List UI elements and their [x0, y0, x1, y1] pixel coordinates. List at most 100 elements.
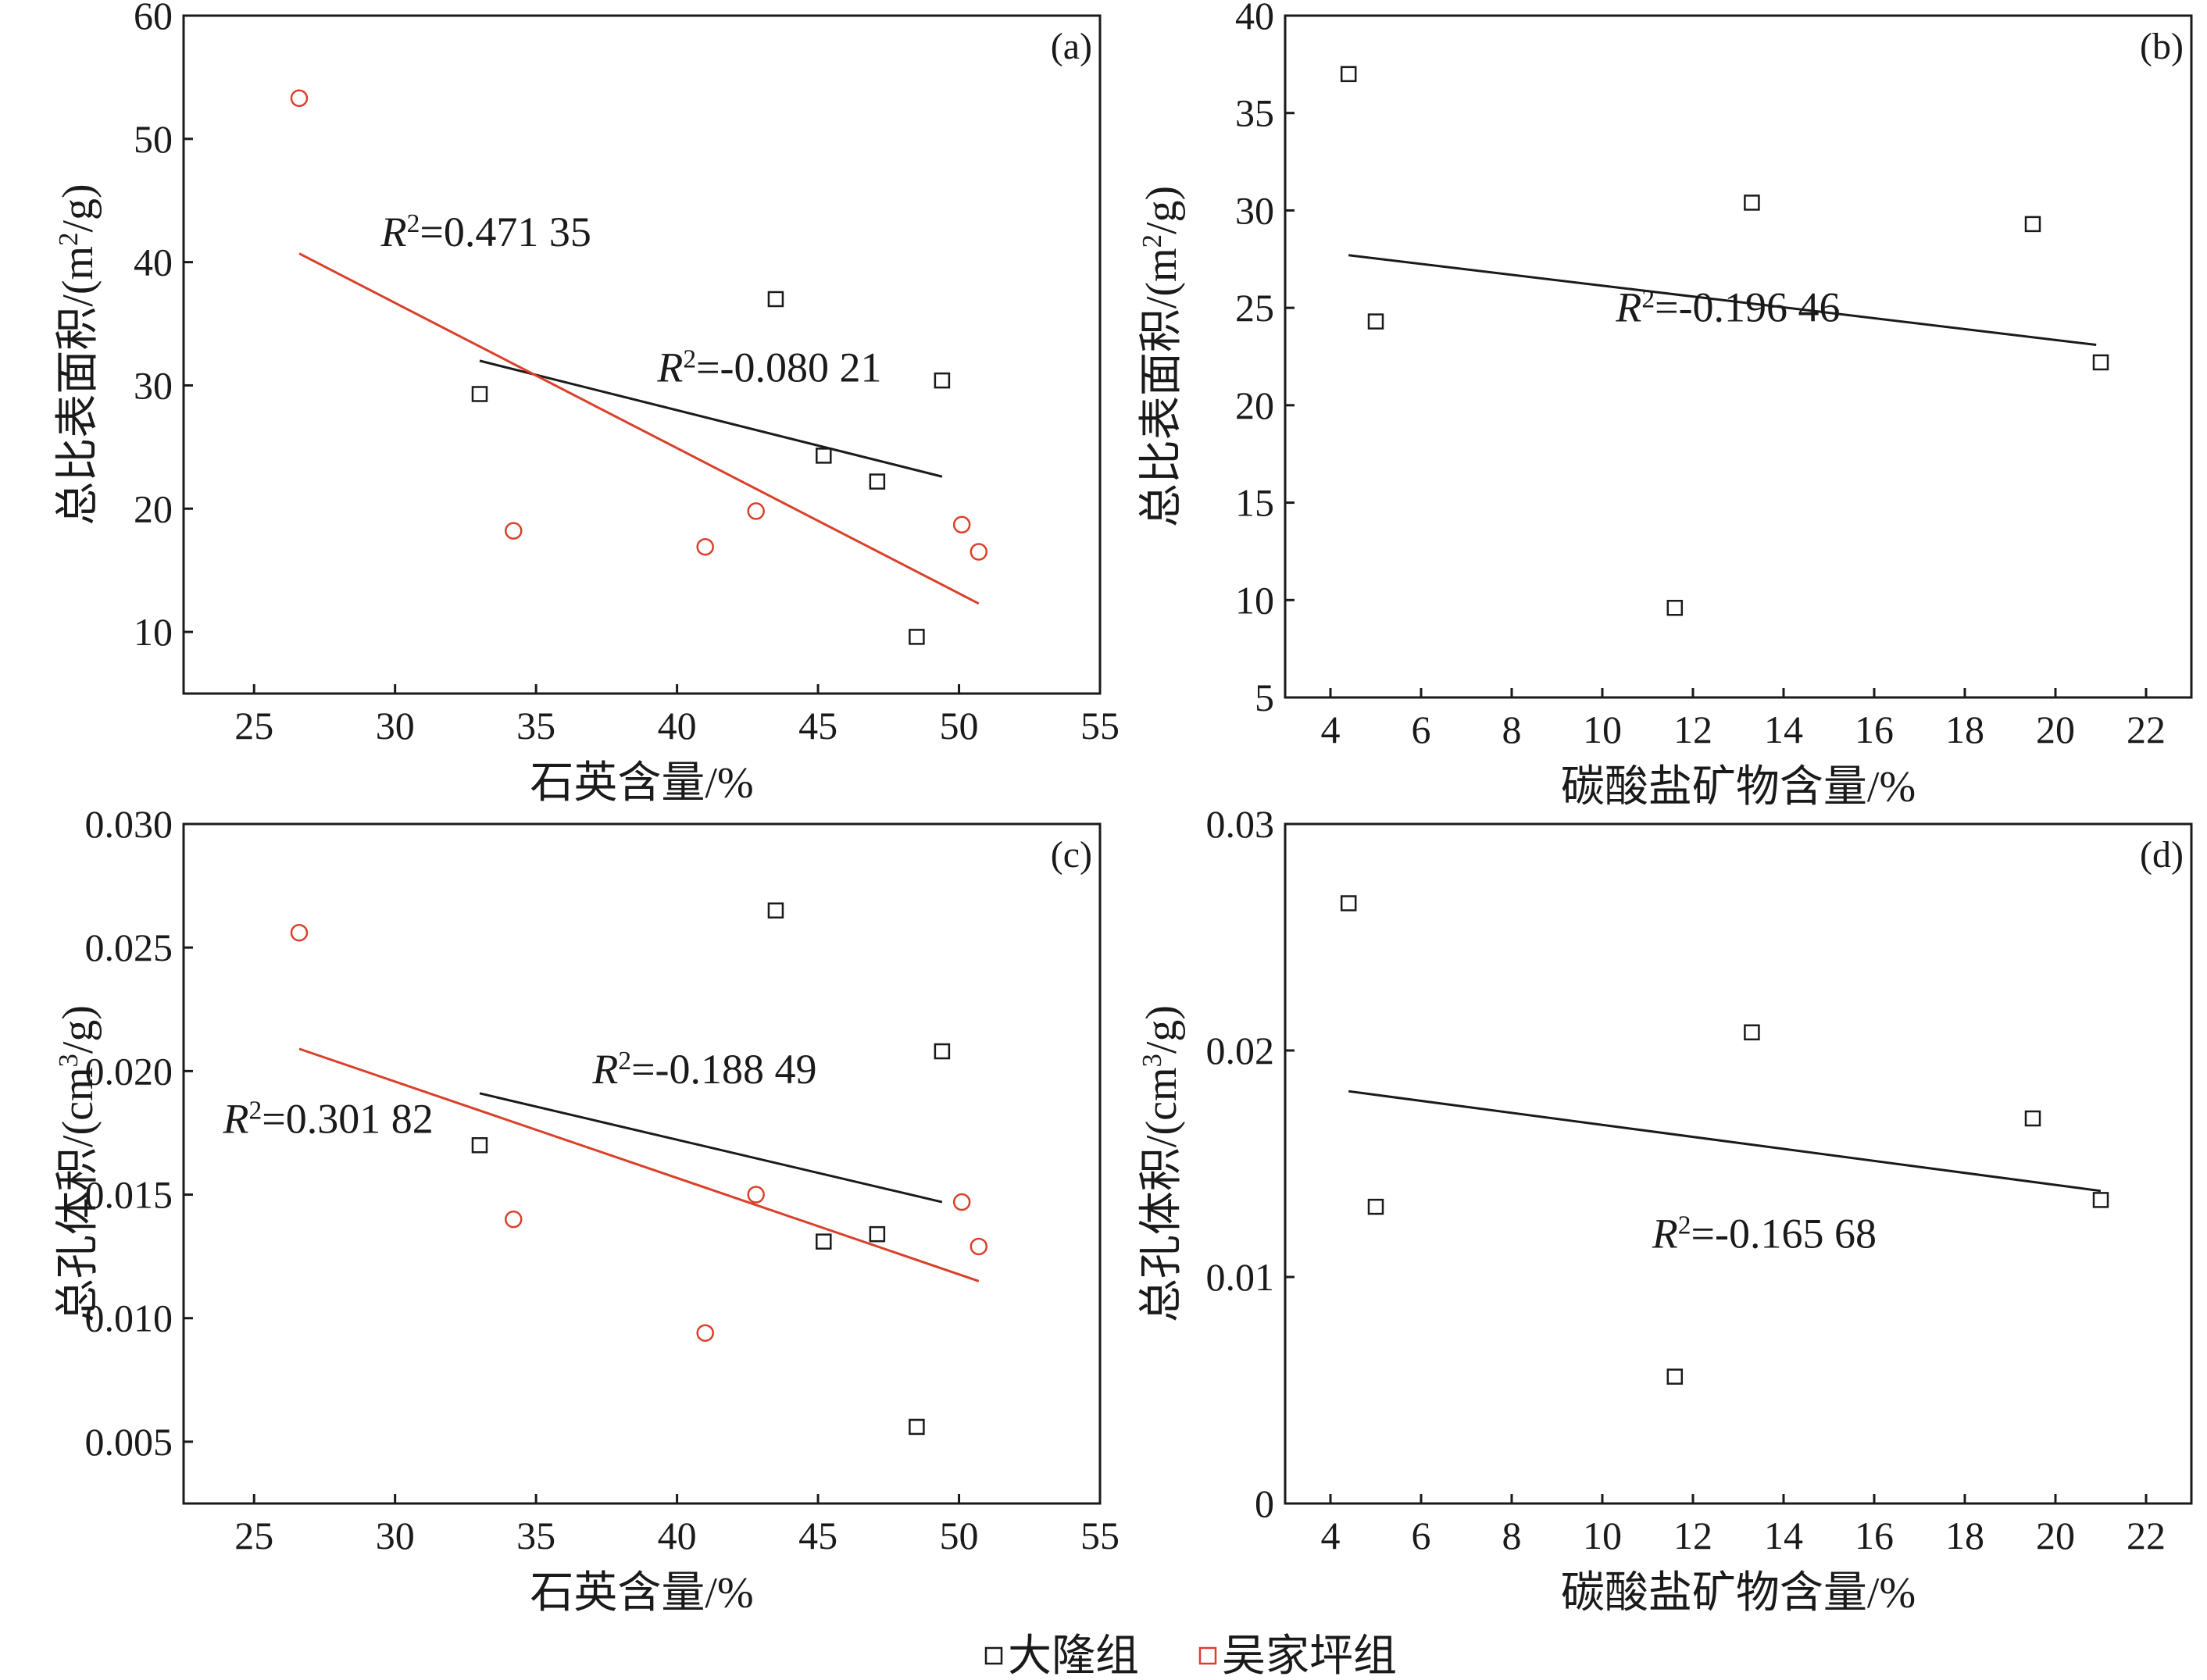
y-tick-label: 0.020 [85, 1049, 173, 1093]
data-point-circle [505, 1210, 523, 1229]
label-part: /g) [1137, 1005, 1186, 1054]
data-point-circle [952, 1193, 971, 1211]
x-tick-label: 55 [1080, 1514, 1120, 1557]
r2-label: R2=0.471 35 [380, 209, 591, 255]
label-part: =-0.165 68 [1691, 1210, 1877, 1257]
data-point-square [869, 1225, 886, 1243]
data-point-circle [952, 515, 971, 534]
x-tick-label: 16 [1855, 708, 1894, 751]
data-point-square [1367, 1198, 1384, 1215]
x-axis-title: 石英含量/% [530, 759, 753, 808]
legend-square-icon [984, 1646, 1003, 1665]
data-point-square [2092, 354, 2109, 371]
y-tick-label: 0.03 [1206, 802, 1275, 846]
x-tick-label: 40 [658, 1514, 697, 1557]
r-symbol: R [1652, 1210, 1678, 1257]
x-tick-label: 6 [1412, 1514, 1431, 1557]
y-tick-label: 5 [1255, 676, 1274, 719]
x-axis-title: 碳酸盐矿物含量/% [1561, 1569, 1916, 1618]
y-tick-label: 30 [134, 363, 173, 407]
label-part: 总孔体积/(cm [1137, 1067, 1186, 1322]
x-tick-label: 55 [1080, 704, 1120, 747]
plot-frame [1284, 822, 2193, 1505]
x-axis-title: 石英含量/% [530, 1569, 753, 1618]
superscript: 2 [407, 209, 420, 238]
data-point-square [934, 372, 951, 389]
y-tick-label: 0.010 [85, 1297, 173, 1340]
y-tick-label: 20 [1235, 383, 1274, 427]
y-tick-label: 0.01 [1206, 1255, 1275, 1299]
x-tick-label: 18 [1945, 708, 1984, 751]
data-point-square [1666, 600, 1684, 616]
r2-label: R2=-0.080 21 [656, 344, 881, 391]
x-tick-label: 50 [940, 704, 979, 747]
y-tick-label: 25 [1235, 286, 1274, 330]
y-tick-label: 40 [134, 241, 173, 284]
data-point-square [471, 386, 488, 402]
x-tick-label: 30 [376, 1514, 415, 1557]
x-tick-label: 12 [1673, 1514, 1712, 1557]
x-tick-label: 4 [1321, 1514, 1341, 1557]
x-tick-label: 40 [658, 704, 697, 747]
y-tick-label: 50 [134, 117, 173, 161]
legend-item-dalong: 大隆组 [984, 1632, 1139, 1680]
data-point-circle [696, 1324, 714, 1342]
r2-label: R2=-0.165 68 [1652, 1210, 1877, 1257]
data-point-square [816, 448, 832, 464]
fit-line [1348, 254, 2097, 347]
data-point-circle [696, 537, 714, 556]
fit-line [298, 252, 980, 605]
label-part: /g) [54, 1005, 102, 1054]
x-tick-label: 8 [1502, 708, 1522, 751]
r-symbol: R [223, 1095, 249, 1142]
legend-item-wujiaping: 吴家坪组 [1198, 1632, 1397, 1680]
data-point-square [1367, 313, 1384, 330]
series-dalong: R2=-0.080 21 [471, 291, 951, 645]
data-point-square [2024, 1110, 2041, 1127]
x-tick-label: 45 [798, 704, 837, 747]
data-point-square [471, 1137, 488, 1154]
panel-d: 4 6 8 10 12 14 16 18 20 22 0 0.01 0.02 0.03 (d) 碳酸盐矿物含量… [1137, 802, 2193, 1618]
r2-label: R2=0.301 82 [223, 1095, 434, 1142]
x-tick-label: 30 [376, 704, 415, 747]
y-tick-label: 20 [134, 487, 173, 530]
y-tick-label: 40 [1235, 0, 1274, 37]
data-point-circle [970, 543, 988, 561]
legend-label: 大隆组 [1008, 1632, 1139, 1680]
fit-line [479, 1092, 943, 1204]
y-tick-label: 15 [1235, 481, 1274, 525]
superscript: 2 [1137, 234, 1167, 248]
series-dalong: R2=-0.188 49 [471, 902, 951, 1436]
data-point-square [1744, 194, 1760, 211]
y-axis-title: 总比表面积/(m2/g) [1137, 186, 1187, 527]
r-symbol: R [591, 1046, 618, 1093]
data-point-square [767, 902, 784, 918]
panel-label: (c) [1051, 834, 1092, 876]
superscript: 3 [1137, 1054, 1167, 1067]
y-tick-label: 0.02 [1206, 1029, 1275, 1072]
x-tick-label: 35 [516, 1514, 555, 1557]
panel-label: (d) [2140, 834, 2184, 876]
x-axis-title: 碳酸盐矿物含量/% [1561, 763, 1916, 811]
x-tick-label: 25 [234, 704, 273, 747]
legend-label: 吴家坪组 [1222, 1632, 1397, 1680]
r-symbol: R [656, 344, 683, 391]
label-part: =-0.196 46 [1655, 284, 1840, 331]
r2-label: R2=-0.188 49 [591, 1046, 816, 1093]
superscript: 2 [683, 344, 696, 373]
data-point-square [1340, 895, 1357, 911]
x-tick-label: 14 [1764, 708, 1803, 751]
legend-square-icon [1198, 1646, 1217, 1665]
data-point-circle [970, 1237, 988, 1256]
plot-frame [182, 14, 1102, 695]
series-wujiaping: R2=0.471 35 [290, 89, 988, 605]
data-point-square [1340, 66, 1357, 83]
x-tick-label: 10 [1583, 708, 1622, 751]
y-tick-label: 60 [134, 0, 173, 37]
y-tick-label: 10 [1235, 578, 1274, 622]
fit-line [298, 1047, 980, 1282]
fit-line [1348, 1090, 2102, 1193]
x-tick-label: 8 [1502, 1514, 1522, 1557]
x-tick-label: 6 [1412, 708, 1431, 751]
